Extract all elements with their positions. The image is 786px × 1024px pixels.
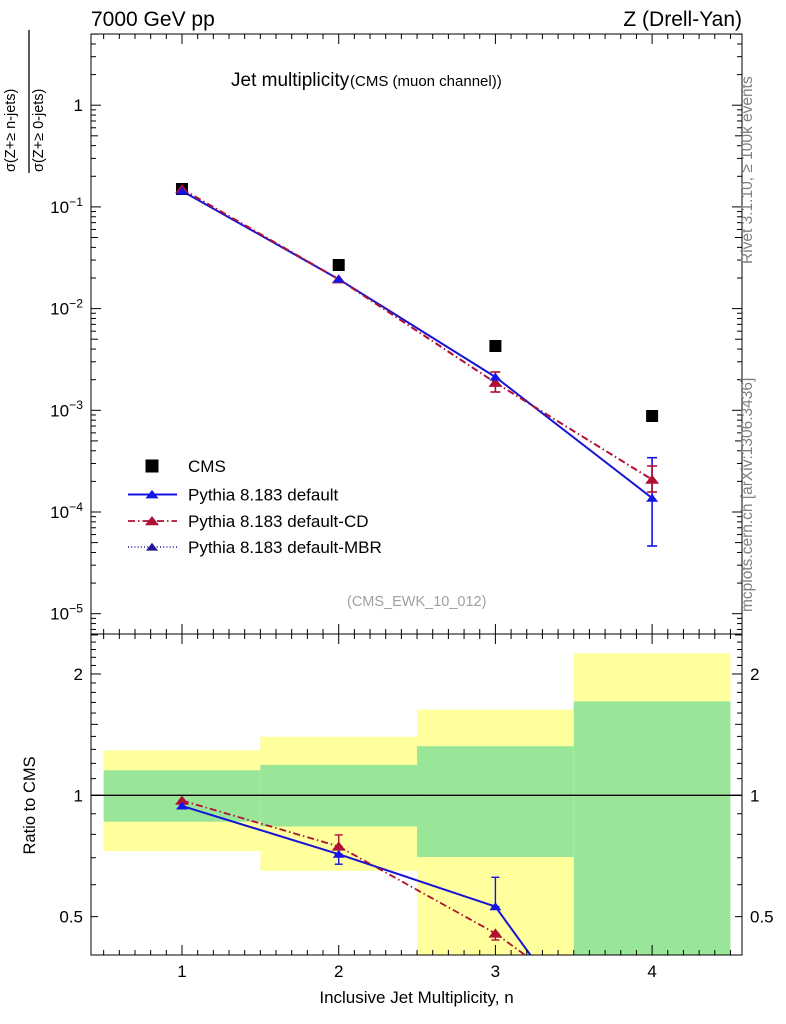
svg-text:σ(Z+≥ 0-jets): σ(Z+≥ 0-jets)	[31, 89, 47, 172]
svg-text:σ(Z+≥ n-jets): σ(Z+≥ n-jets)	[3, 89, 19, 172]
svg-text:2: 2	[74, 665, 83, 684]
svg-text:CMS: CMS	[188, 457, 226, 476]
svg-text:Z (Drell-Yan): Z (Drell-Yan)	[623, 8, 742, 31]
svg-text:Inclusive Jet Multiplicity, n: Inclusive Jet Multiplicity, n	[319, 988, 513, 1007]
svg-text:1: 1	[74, 786, 83, 805]
svg-text:1: 1	[177, 962, 186, 981]
svg-text:7000 GeV pp: 7000 GeV pp	[91, 8, 215, 31]
svg-text:Pythia 8.183 default: Pythia 8.183 default	[188, 486, 339, 505]
svg-text:2: 2	[334, 962, 343, 981]
svg-text:0.5: 0.5	[59, 908, 83, 927]
svg-text:(CMS_EWK_10_012): (CMS_EWK_10_012)	[347, 594, 486, 610]
svg-text:3: 3	[491, 962, 500, 981]
svg-text:Pythia 8.183 default-MBR: Pythia 8.183 default-MBR	[188, 538, 382, 557]
svg-text:Pythia 8.183 default-CD: Pythia 8.183 default-CD	[188, 512, 369, 531]
svg-text:0.5: 0.5	[750, 908, 774, 927]
svg-text:10−2: 10−2	[50, 297, 83, 319]
svg-text:mcplots.cern.ch [arXiv:1306.34: mcplots.cern.ch [arXiv:1306.3436]	[739, 378, 756, 612]
svg-text:10−1: 10−1	[50, 195, 83, 217]
svg-text:(CMS (muon channel)): (CMS (muon channel))	[350, 73, 502, 90]
svg-text:2: 2	[750, 665, 759, 684]
svg-text:10−4: 10−4	[50, 500, 83, 522]
svg-text:1: 1	[750, 786, 759, 805]
svg-text:Jet multiplicity: Jet multiplicity	[231, 70, 350, 91]
svg-text:Ratio to CMS: Ratio to CMS	[21, 756, 39, 854]
svg-text:4: 4	[647, 962, 656, 981]
svg-text:10−3: 10−3	[50, 398, 83, 420]
svg-text:10−5: 10−5	[50, 602, 83, 624]
svg-text:1: 1	[74, 96, 83, 115]
svg-text:Rivet 3.1.10, ≥ 100k events: Rivet 3.1.10, ≥ 100k events	[739, 76, 756, 264]
